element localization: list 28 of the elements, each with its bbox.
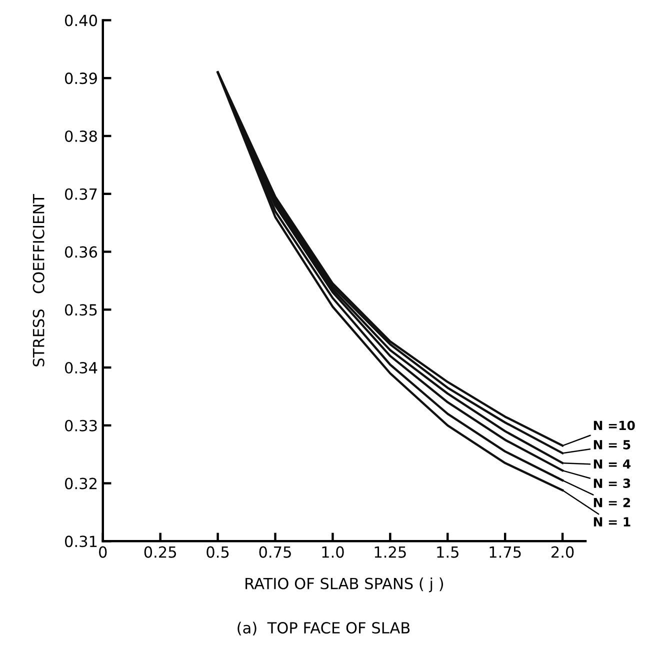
x-tick-label: 0 (99, 546, 107, 558)
x-tick-label: 2.0 (552, 546, 574, 558)
y-tick-label: 0.34 (65, 362, 98, 374)
y-axis-title: STRESS COEFFICIENT (32, 194, 44, 366)
text: N = 5 (594, 440, 630, 450)
y-tick-label: 0.38 (65, 130, 97, 142)
text: N =10 (594, 420, 635, 430)
y-tick-label: 0.37 (65, 188, 97, 200)
y-tick-label: 0.33 (65, 420, 97, 432)
text: N = 3 (594, 478, 630, 488)
x-tick-label: 1.0 (322, 546, 344, 558)
x-tick-label: 1.25 (374, 546, 406, 558)
text: (a) TOP FACE OF SLAB (238, 622, 410, 636)
y-tick-label: 0.32 (65, 478, 96, 490)
y-tick-label: 0.40 (65, 14, 97, 26)
x-tick-label: 0.75 (259, 546, 291, 558)
x-tick-label: 0.5 (206, 546, 229, 558)
x-tick-label: 1.5 (437, 546, 458, 558)
y-tick-label: 0.35 (65, 304, 97, 316)
text: N = 4 (594, 459, 631, 469)
x-tick-label: 1.75 (490, 546, 521, 558)
text: N = 1 (594, 517, 630, 526)
text: N = 2 (594, 498, 630, 508)
x-tick-label: 0.25 (144, 546, 176, 558)
y-tick-label: 0.36 (65, 246, 98, 258)
x-axis-title: RATIO OF SLAB SPANS ( j ) (246, 577, 444, 592)
y-tick-label: 0.39 (65, 72, 97, 84)
y-tick-label: 0.31 (65, 536, 97, 548)
